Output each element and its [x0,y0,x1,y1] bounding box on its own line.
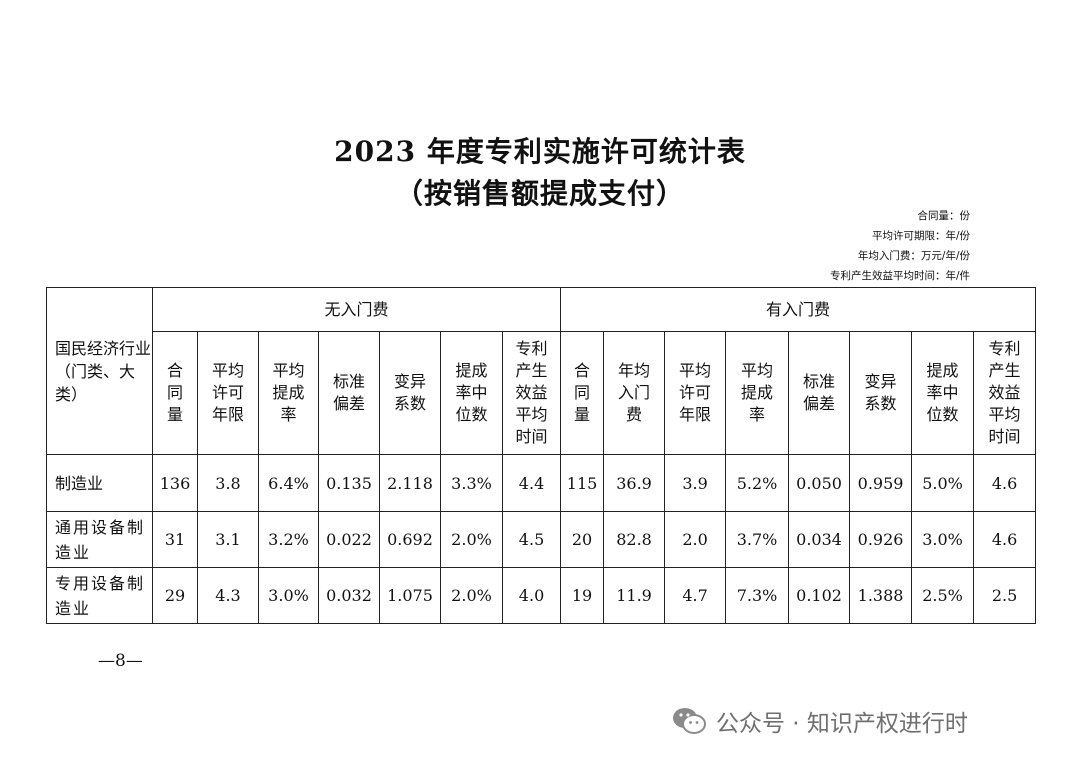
column-header: 变异系数 [379,331,441,455]
column-header: 专利产生效益平均时间 [501,331,562,455]
table-cell: 2.5 [973,567,1037,624]
page-subtitle: （按销售额提成支付） [394,177,685,210]
industry-name: 通用设备制造业 [46,511,153,568]
table-cell: 0.692 [379,511,441,568]
table-cell: 0.032 [318,567,380,624]
table-cell: 3.9 [664,454,727,512]
industry-name: 专用设备制造业 [46,567,153,624]
unit-line: 合同量：份 [917,210,971,222]
table-row: 专用设备制造业 29 4.3 3.0% 0.032 1.075 2.0% 4.0 19 11.9 4… [46,567,1037,624]
table-cell: 0.022 [318,511,380,568]
column-header: 平均许可年限 [664,331,727,455]
column-header: 合同量 [152,331,198,455]
table-cell: 3.8 [197,454,259,512]
table-cell: 4.7 [664,567,727,624]
units-note: 合同量：份 平均许可期限：年/份 年均入门费：万元/年/份 专利产生效益平均时间… [830,206,970,286]
column-header: 专利产生效益平均时间 [973,331,1037,455]
table-cell: 3.0% [258,567,319,624]
table-cell: 0.034 [788,511,851,568]
table-cell: 5.2% [725,454,790,512]
table-row: 制造业 136 3.8 6.4% 0.135 2.118 3.3% 4.4 115 36.9 3.9… [46,454,1037,512]
table-cell: 2.0% [440,511,503,568]
column-header: 平均许可年限 [197,331,259,455]
table-cell: 0.926 [849,511,913,568]
column-header: 合同量 [560,331,605,455]
table-cell: 3.7% [725,511,790,568]
column-header: 年均入门费 [603,331,666,455]
page-number: —8— [98,651,143,671]
column-header: 提成率中位数 [911,331,975,455]
table-cell: 1.388 [849,567,913,624]
industry-name: 制造业 [46,454,153,512]
unit-line: 专利产生效益平均时间：年/件 [829,270,970,282]
table-cell: 7.3% [725,567,790,624]
table-cell: 4.5 [501,511,562,568]
table-cell: 2.0% [440,567,503,624]
unit-line: 平均许可期限：年/份 [871,230,970,242]
table-cell: 3.3% [440,454,503,512]
table-cell: 6.4% [258,454,319,512]
table-cell: 0.135 [318,454,380,512]
table-cell: 4.6 [973,511,1037,568]
column-header: 平均提成率 [725,331,790,455]
table-cell: 1.075 [379,567,441,624]
table-cell: 136 [152,454,198,512]
table-cell: 2.0 [664,511,727,568]
wechat-icon [673,708,706,734]
group-header-no-fee: 无入门费 [151,287,562,332]
page-title: 2023 年度专利实施许可统计表 [334,135,746,168]
table-cell: 2.5% [911,567,975,624]
table-cell: 4.3 [197,567,259,624]
column-header: 提成率中位数 [440,331,503,455]
table-cell: 3.0% [911,511,975,568]
column-header: 标准偏差 [318,331,380,455]
unit-line: 年均入门费：万元/年/份 [857,250,970,262]
table-cell: 0.959 [849,454,913,512]
table-cell: 5.0% [911,454,975,512]
table-cell: 20 [560,511,605,568]
table-cell: 19 [560,567,605,624]
license-stat-table: 国民经济行业（门类、大类） 无入门费 有入门费 合同量 平均许可年限 平均提成率 标准… [46,287,1037,624]
table-cell: 11.9 [603,567,666,624]
table-cell: 0.050 [788,454,851,512]
table-cell: 115 [560,454,605,512]
table-cell: 3.2% [258,511,319,568]
table-cell: 4.4 [501,454,562,512]
watermark: 公众号 · 知识产权进行时 [672,704,968,738]
column-header: 平均提成率 [258,331,319,455]
table-cell: 2.118 [379,454,441,512]
column-header: 变异系数 [849,331,913,455]
watermark-text: 公众号 · 知识产权进行时 [716,711,968,737]
row-header-industry: 国民经济行业（门类、大类） [46,287,153,455]
table-cell: 29 [152,567,198,624]
table-row: 通用设备制造业 31 3.1 3.2% 0.022 0.692 2.0% 4.5 20 82.8 2… [46,511,1037,568]
table-cell: 4.6 [973,454,1037,512]
table-cell: 36.9 [603,454,666,512]
column-header: 标准偏差 [788,331,851,455]
table-cell: 0.102 [788,567,851,624]
table-cell: 31 [152,511,198,568]
table-cell: 4.0 [501,567,562,624]
table-cell: 82.8 [603,511,666,568]
table-cell: 3.1 [197,511,259,568]
group-header-with-fee: 有入门费 [560,287,1037,332]
